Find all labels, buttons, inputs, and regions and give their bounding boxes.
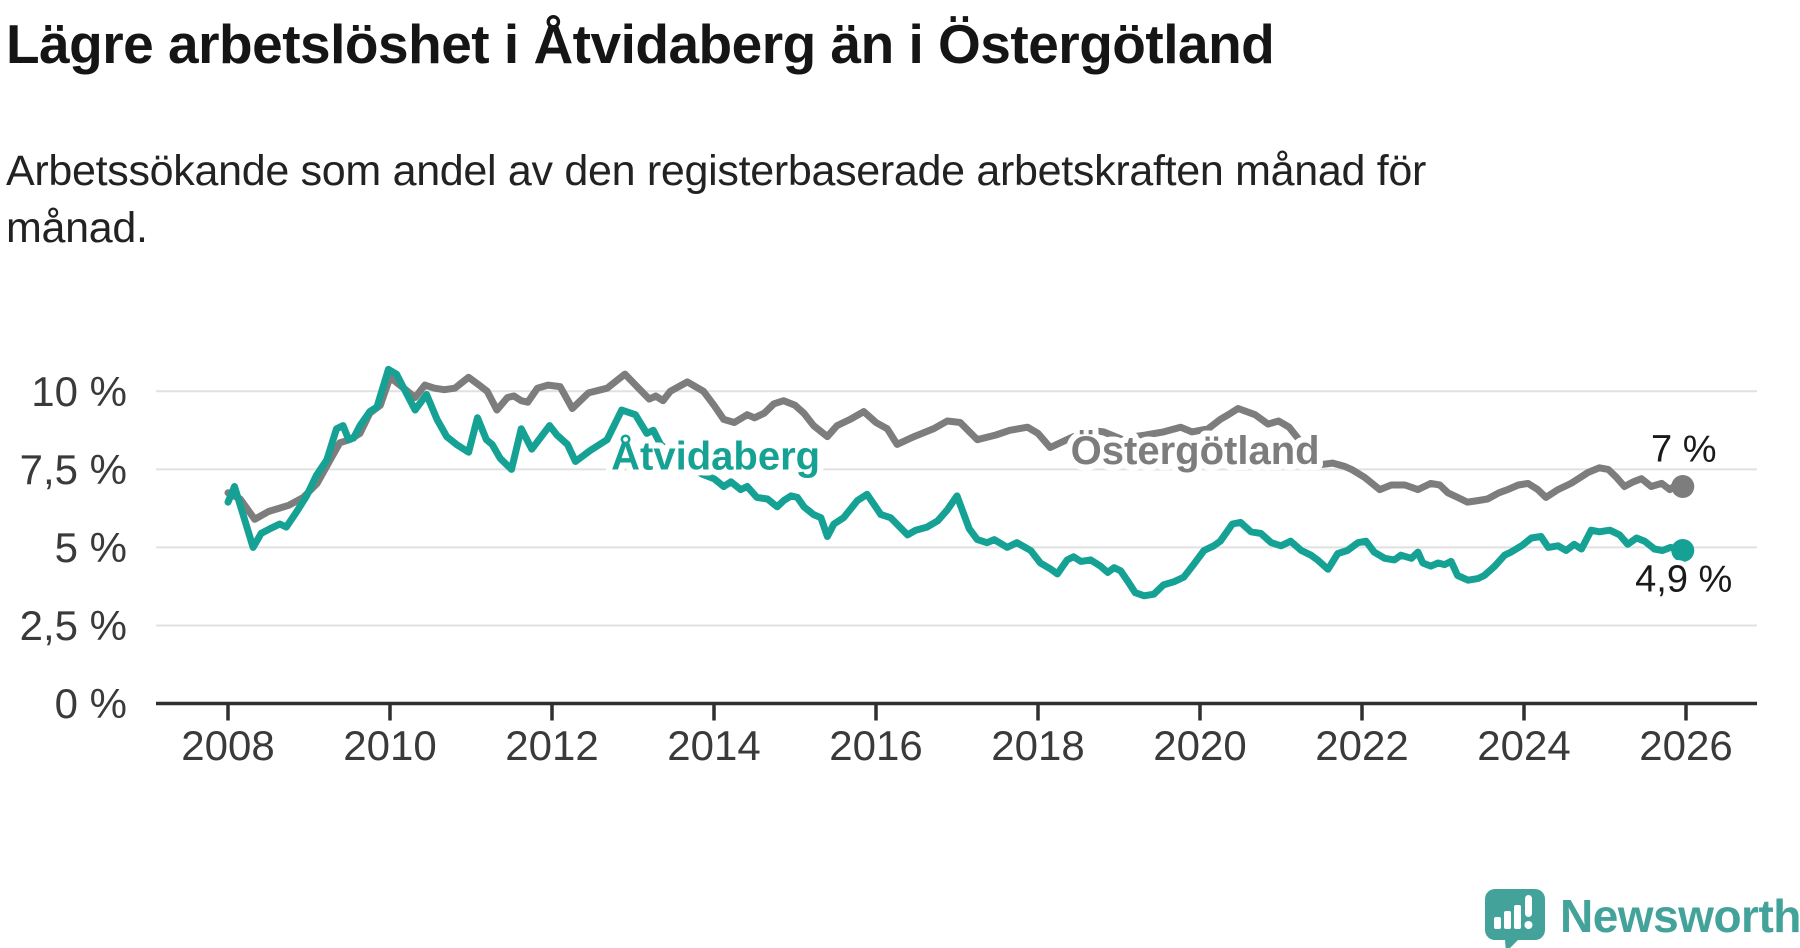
x-axis-tick-label: 2010 (343, 722, 436, 769)
series-line-åtvidaberg (224, 365, 1687, 600)
y-axis-tick-label: 2,5 % (20, 602, 127, 649)
x-axis-tick-label: 2022 (1315, 722, 1408, 769)
x-axis-tick-label: 2014 (667, 722, 760, 769)
x-axis-tick-label: 2016 (829, 722, 922, 769)
x-axis-tick-label: 2020 (1153, 722, 1246, 769)
subtitle-line-1: Arbetssökande som andel av den registerb… (6, 147, 1427, 195)
y-axis-tick-label: 5 % (55, 524, 127, 571)
series-end-dot-åtvidaberg (1671, 539, 1695, 563)
y-axis-tick-label: 0 % (55, 680, 127, 727)
y-axis-tick-label: 10 % (31, 368, 127, 415)
chart-subtitle: Arbetssökande som andel av den registerb… (6, 143, 1426, 257)
series-label-åtvidaberg: Åtvidaberg (611, 433, 820, 478)
x-axis-tick-label: 2012 (505, 722, 598, 769)
x-axis-tick-label: 2026 (1639, 722, 1732, 769)
subtitle-line-2: månad. (6, 204, 148, 252)
series-line-östergötland (224, 370, 1687, 523)
newsworthy-logo-text: Newsworthy (1560, 890, 1800, 942)
x-axis-tick-label: 2024 (1477, 722, 1570, 769)
series-end-value-label-åtvidaberg: 4,9 % (1635, 559, 1732, 601)
newsworthy-logo: Newsworthy (1484, 884, 1800, 948)
x-axis-tick-label: 2018 (991, 722, 1084, 769)
y-axis-tick-label: 7,5 % (20, 446, 127, 493)
series-end-dot-östergötland (1671, 475, 1695, 499)
series-label-östergötland: Östergötland (1071, 428, 1320, 473)
x-axis-tick-label: 2008 (181, 722, 274, 769)
series-end-value-label-östergötland: 7 % (1651, 429, 1716, 471)
page-title: Lägre arbetslöshet i Åtvidaberg än i Öst… (6, 13, 1275, 75)
newsworthy-speech-bubble-bar-chart-icon (1485, 889, 1545, 948)
